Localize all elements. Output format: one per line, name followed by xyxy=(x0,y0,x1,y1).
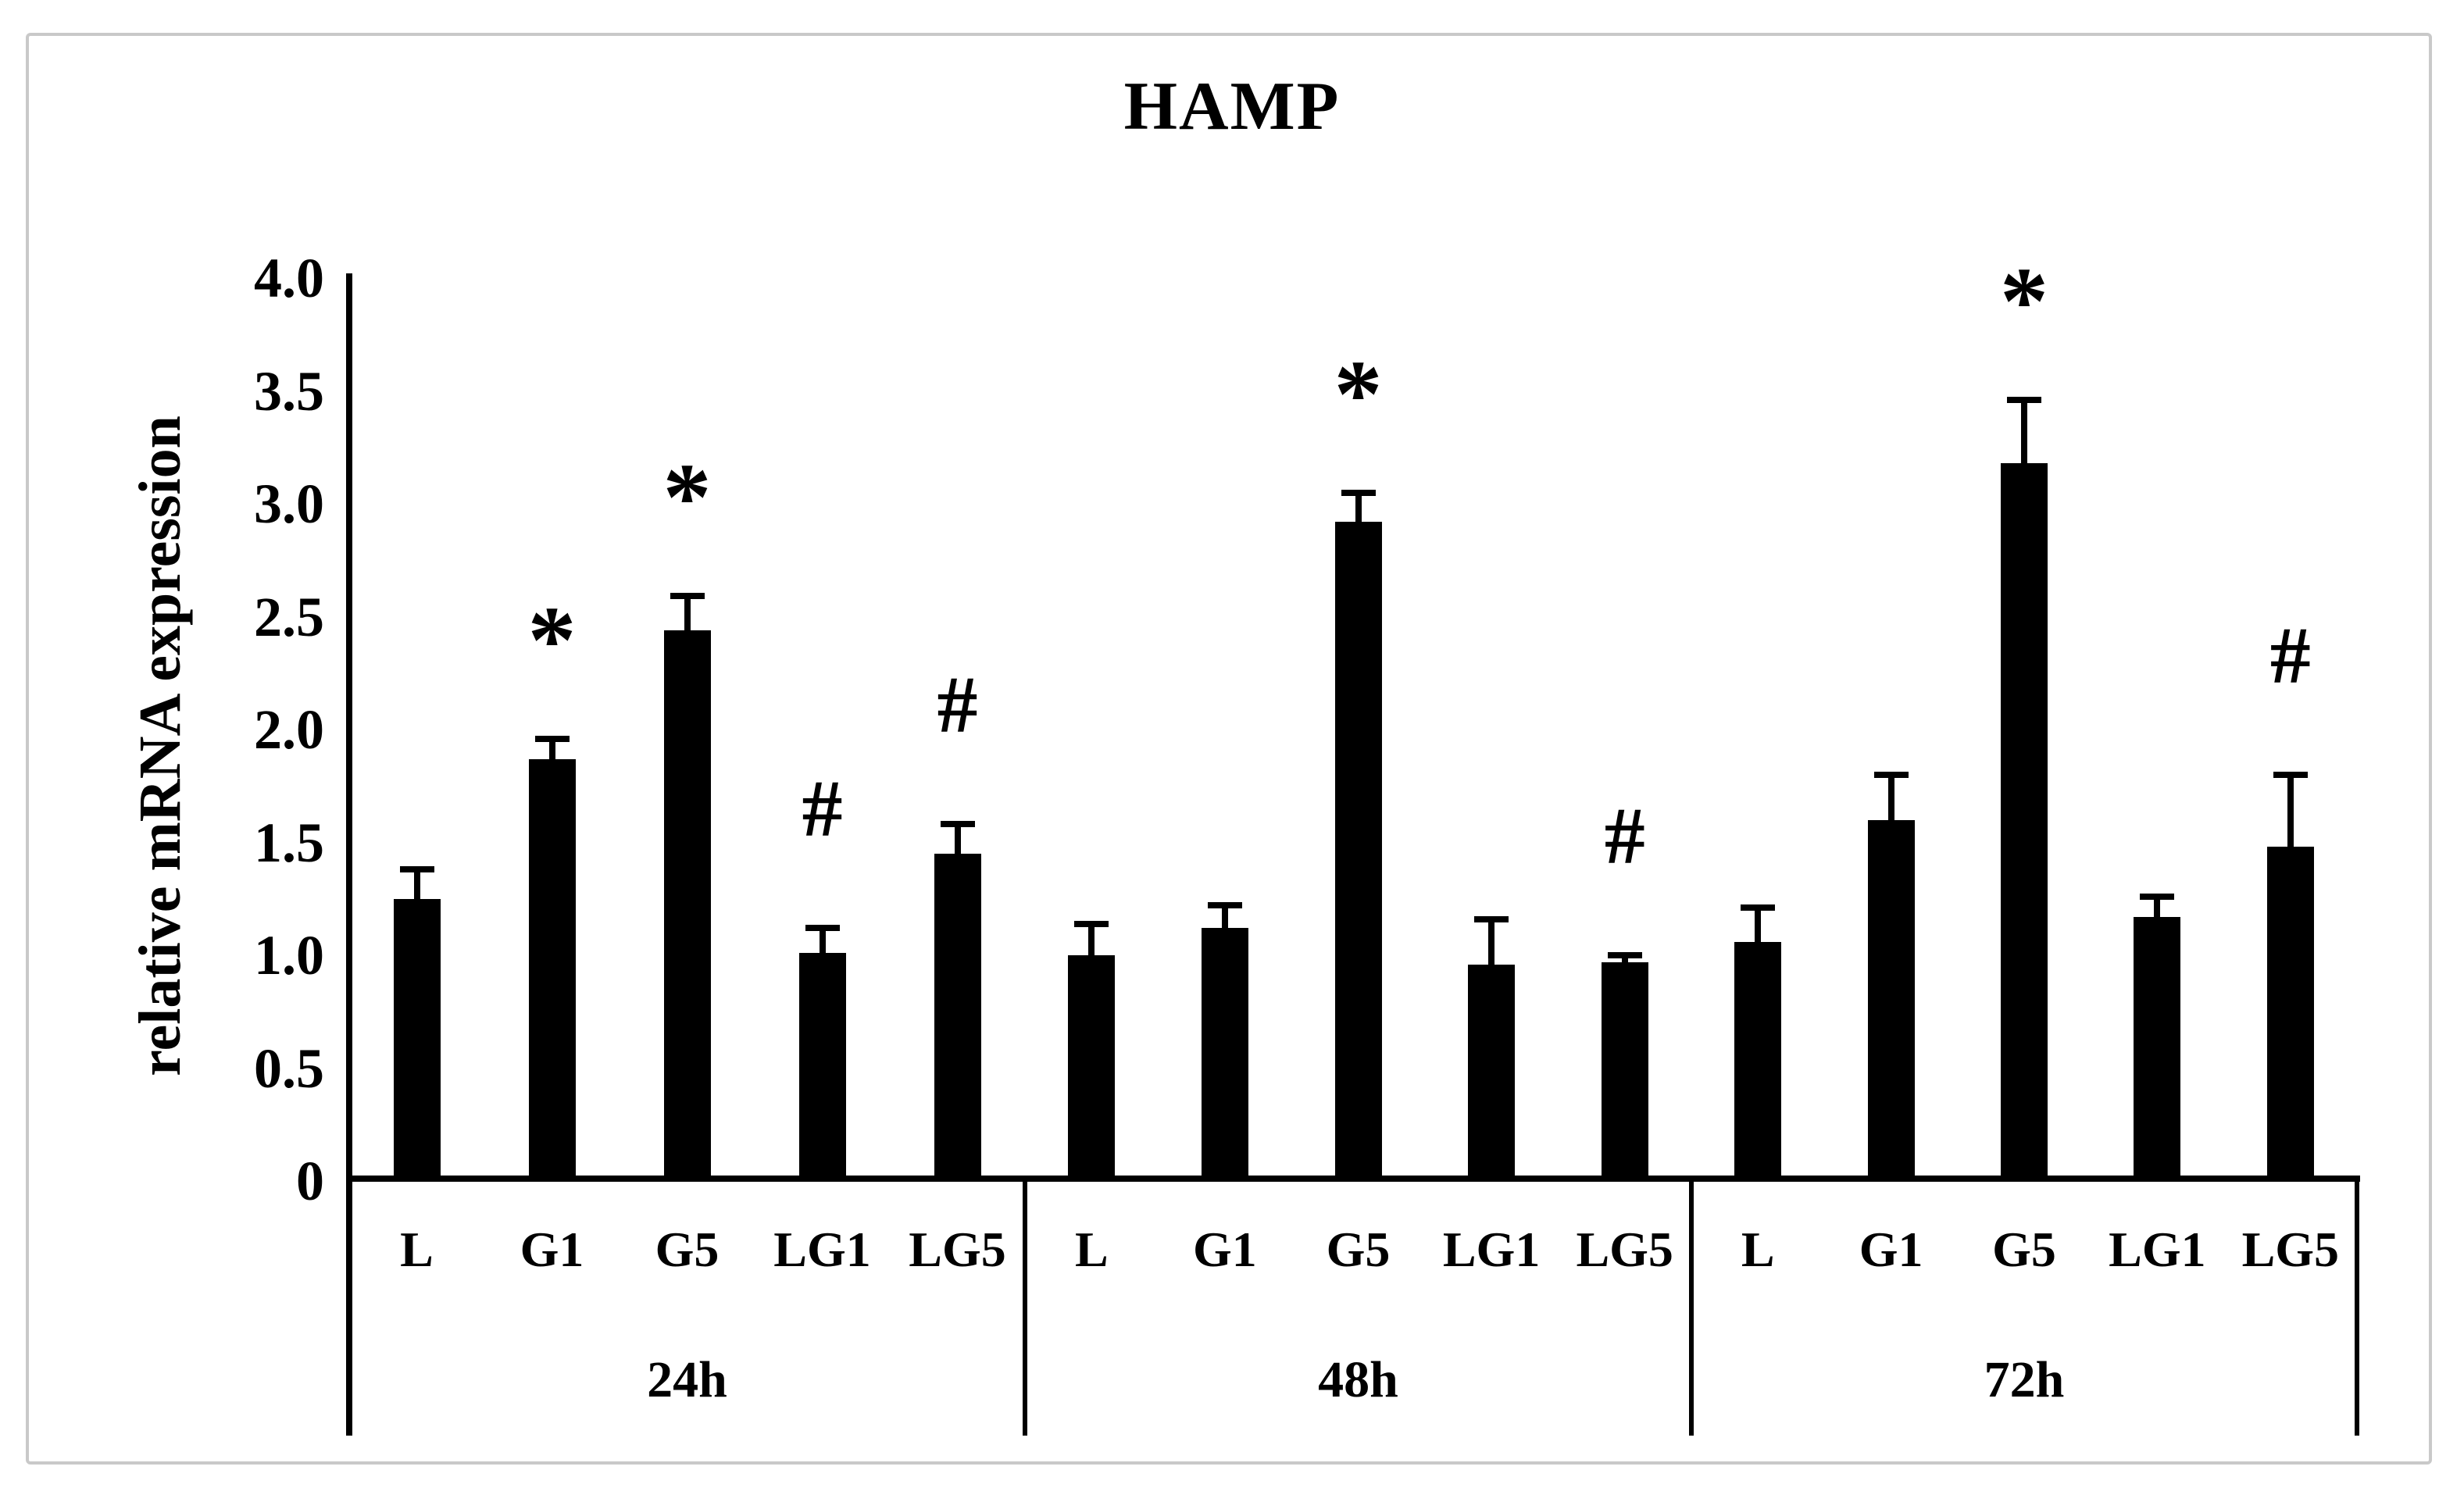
error-bar-stem-24h-LG1 xyxy=(819,928,826,954)
error-bar-cap-24h-L xyxy=(399,866,434,873)
error-bar-stem-48h-LG5 xyxy=(1621,955,1628,962)
error-bar-stem-24h-G5 xyxy=(684,596,691,630)
category-label-72h-L: L xyxy=(1741,1222,1775,1277)
y-tick-label-2.0: 2.0 xyxy=(254,698,324,761)
category-label-48h-L: L xyxy=(1074,1222,1109,1277)
error-bar-cap-72h-G5 xyxy=(2007,397,2041,404)
error-bar-stem-48h-LG1 xyxy=(1488,919,1495,965)
bar-72h-L xyxy=(1734,941,1782,1181)
error-bar-stem-72h-L xyxy=(1755,908,1762,942)
chart-title: HAMP xyxy=(1123,69,1341,144)
error-bar-cap-72h-G1 xyxy=(1873,771,1909,778)
significance-asterisk-24h-G1: * xyxy=(527,586,577,694)
error-bar-stem-48h-G5 xyxy=(1355,492,1362,523)
bar-24h-L xyxy=(393,898,441,1181)
category-label-72h-G5: G5 xyxy=(1992,1222,2056,1277)
bar-24h-G5 xyxy=(663,630,711,1181)
group-label-72h: 72h xyxy=(1984,1351,2065,1408)
bar-48h-LG5 xyxy=(1601,961,1648,1181)
bar-72h-LG5 xyxy=(2266,847,2314,1181)
category-label-48h-G5: G5 xyxy=(1326,1222,1391,1277)
error-bar-cap-24h-G5 xyxy=(670,593,705,600)
category-label-48h-LG1: LG1 xyxy=(1442,1222,1541,1277)
error-bar-cap-72h-LG1 xyxy=(2140,893,2175,900)
error-bar-cap-72h-L xyxy=(1741,904,1776,912)
significance-asterisk-72h-G5: * xyxy=(2000,248,2048,355)
significance-asterisk-24h-G5: * xyxy=(662,444,712,551)
error-bar-stem-24h-G1 xyxy=(548,738,555,759)
error-bar-stem-24h-LG5 xyxy=(954,824,961,854)
y-tick-label-4.0: 4.0 xyxy=(254,247,324,309)
category-label-24h-LG5: LG5 xyxy=(909,1222,1006,1277)
error-bar-cap-48h-G5 xyxy=(1341,489,1376,496)
significance-hash-72h-LG5: # xyxy=(2269,610,2311,701)
error-bar-cap-48h-LG1 xyxy=(1474,915,1509,922)
significance-hash-48h-LG5: # xyxy=(1604,791,1645,881)
bar-48h-L xyxy=(1068,955,1116,1181)
error-bar-stem-48h-G1 xyxy=(1221,905,1228,929)
error-bar-stem-72h-LG5 xyxy=(2287,774,2294,847)
y-tick-label-0.5: 0.5 xyxy=(254,1036,324,1100)
category-label-48h-G1: G1 xyxy=(1193,1222,1257,1277)
error-bar-stem-72h-G5 xyxy=(2021,400,2027,463)
error-bar-cap-24h-LG5 xyxy=(940,821,975,828)
error-bar-cap-48h-LG5 xyxy=(1607,952,1642,958)
significance-hash-24h-LG1: # xyxy=(802,764,843,854)
error-bar-cap-24h-G1 xyxy=(534,735,570,742)
group-divider-2 xyxy=(1689,1179,1694,1436)
error-bar-stem-72h-G1 xyxy=(1887,774,1894,820)
bar-72h-G1 xyxy=(1867,819,1915,1181)
category-label-72h-G1: G1 xyxy=(1859,1222,1923,1277)
error-bar-cap-24h-LG1 xyxy=(805,925,840,932)
significance-asterisk-48h-G5: * xyxy=(1334,340,1383,448)
bar-24h-LG5 xyxy=(934,853,981,1181)
bar-48h-G5 xyxy=(1334,522,1382,1181)
error-bar-stem-72h-LG1 xyxy=(2154,896,2161,917)
category-label-72h-LG5: LG5 xyxy=(2241,1222,2340,1277)
bar-24h-G1 xyxy=(528,758,576,1181)
y-tick-label-1.5: 1.5 xyxy=(254,811,324,874)
group-divider-1 xyxy=(1023,1179,1027,1436)
category-label-24h-G1: G1 xyxy=(520,1222,584,1277)
significance-hash-24h-LG5: # xyxy=(937,660,978,751)
y-tick-label-3.5: 3.5 xyxy=(254,359,324,423)
error-bar-stem-24h-L xyxy=(413,869,420,899)
category-label-72h-LG1: LG1 xyxy=(2109,1222,2206,1277)
y-tick-label-1.0: 1.0 xyxy=(254,924,324,986)
bar-48h-G1 xyxy=(1201,928,1248,1181)
y-axis-line xyxy=(346,273,352,1436)
category-label-48h-LG5: LG5 xyxy=(1576,1222,1673,1277)
category-label-24h-LG1: LG1 xyxy=(773,1222,871,1277)
bar-24h-LG1 xyxy=(798,953,846,1181)
y-tick-label-3.0: 3.0 xyxy=(254,473,324,535)
bar-72h-G5 xyxy=(2001,462,2048,1181)
y-tick-label-0: 0 xyxy=(296,1150,324,1212)
category-label-24h-G5: G5 xyxy=(655,1222,720,1277)
error-bar-cap-72h-LG5 xyxy=(2273,771,2308,778)
bar-48h-LG1 xyxy=(1468,964,1516,1181)
category-label-24h-L: L xyxy=(400,1222,434,1277)
error-bar-stem-48h-L xyxy=(1088,923,1095,955)
error-bar-cap-48h-G1 xyxy=(1207,902,1242,909)
error-bar-cap-48h-L xyxy=(1074,920,1109,927)
bar-72h-LG1 xyxy=(2134,916,2181,1181)
group-label-24h: 24h xyxy=(647,1351,727,1408)
y-tick-label-2.5: 2.5 xyxy=(254,585,324,648)
label-box-right-border xyxy=(2355,1179,2359,1436)
group-label-48h: 48h xyxy=(1318,1351,1398,1408)
